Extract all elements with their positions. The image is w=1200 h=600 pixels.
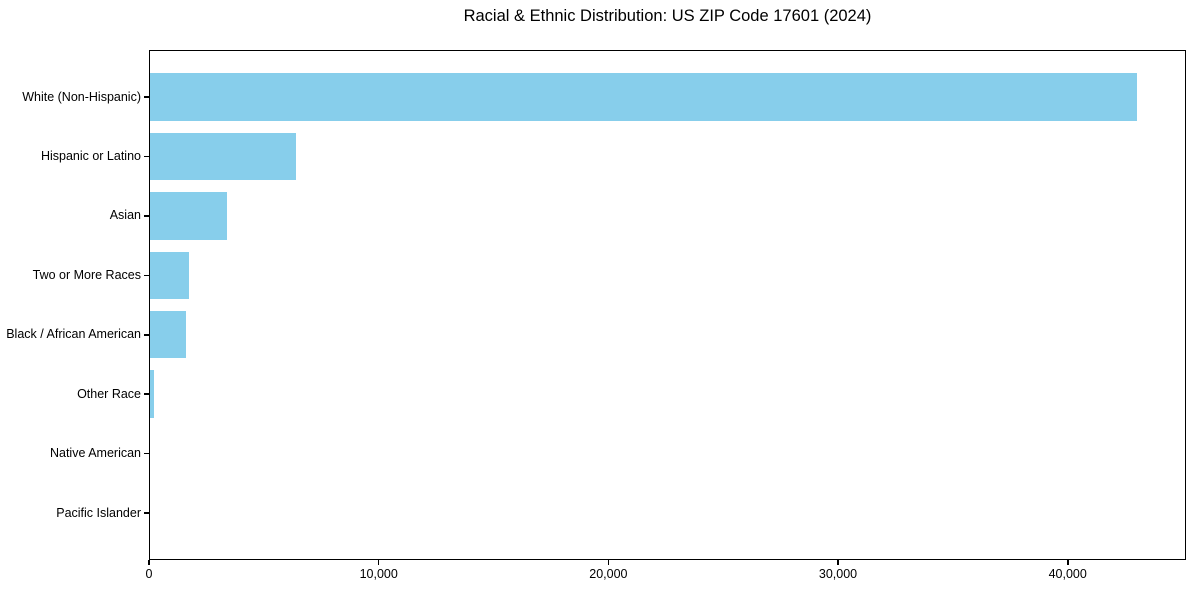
x-tick-label: 30,000 xyxy=(818,567,858,581)
x-tick-label: 40,000 xyxy=(1048,567,1087,581)
y-tick-mark xyxy=(144,155,149,158)
y-tick-label: Pacific Islander xyxy=(56,505,141,520)
x-tick-mark xyxy=(148,560,150,565)
y-tick-mark xyxy=(144,393,149,395)
y-tick-mark xyxy=(144,452,149,455)
bar-other-race xyxy=(150,370,154,418)
y-tick-label: Native American xyxy=(49,446,141,461)
y-tick-label: Black / African American xyxy=(6,327,141,342)
y-tick-label: Hispanic or Latino xyxy=(40,148,141,163)
x-tick-mark xyxy=(607,560,610,565)
y-tick-mark xyxy=(144,334,149,336)
bar-two-or-more-races xyxy=(150,251,190,300)
chart-title: Racial & Ethnic Distribution: US ZIP Cod… xyxy=(463,7,872,25)
y-tick-label: Two or More Races xyxy=(32,267,141,282)
y-tick-mark xyxy=(144,512,149,514)
x-tick-mark xyxy=(377,560,380,565)
y-tick-label: Other Race xyxy=(77,386,141,401)
x-tick-label: 20,000 xyxy=(589,567,628,581)
y-tick-label: Asian xyxy=(109,208,141,223)
bar-white-non-hispanic xyxy=(150,73,1137,121)
x-tick-label: 10,000 xyxy=(359,567,398,581)
y-tick-label: White (Non-Hispanic) xyxy=(22,89,141,104)
x-tick-mark xyxy=(1067,560,1069,565)
y-tick-mark xyxy=(144,215,149,217)
bar-asian xyxy=(150,192,228,240)
y-tick-mark xyxy=(144,96,149,98)
plot-area xyxy=(149,50,1186,560)
x-tick-mark xyxy=(837,560,839,565)
bar-black-african-american xyxy=(150,310,186,359)
y-tick-mark xyxy=(144,274,149,276)
bar-hispanic-or-latino xyxy=(150,132,296,181)
x-tick-label: 0 xyxy=(145,567,153,581)
